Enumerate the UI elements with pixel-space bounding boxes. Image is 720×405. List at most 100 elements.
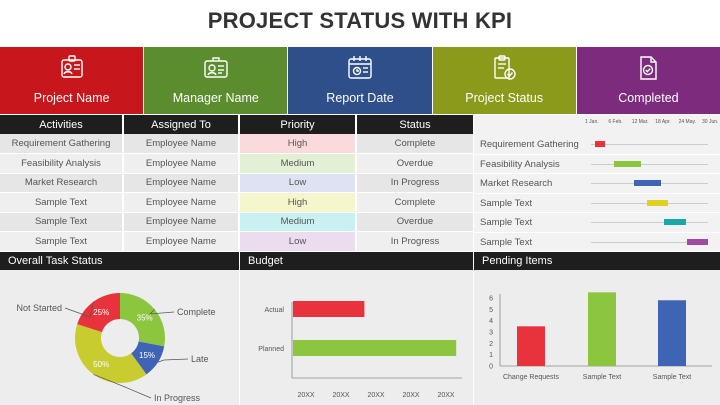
gantt-row[interactable]: Market Research	[474, 174, 720, 194]
status-cell: Complete	[356, 192, 475, 213]
kpi-card-project-status[interactable]: Project Status	[432, 47, 577, 114]
budget-x-tick: 20XX	[367, 392, 384, 399]
donut-callout-line	[157, 358, 189, 363]
donut-slice[interactable]	[120, 293, 165, 347]
donut-percent-label: 25%	[93, 308, 109, 317]
budget-bar-chart: Actual Planned 20XX 20XX 20XX 20XX 20XX	[258, 301, 462, 399]
id-badge-icon	[60, 55, 83, 78]
budget-bar[interactable]	[293, 340, 457, 356]
gantt-track-line	[591, 163, 708, 165]
pending-bar[interactable]	[658, 300, 686, 366]
table-row[interactable]: Sample Text Employee Name High Complete	[0, 192, 475, 213]
pending-category-label: Sample Text	[653, 374, 691, 381]
budget-panel: Budget Actual Planned 20XX 20XX 20XX 20XX 20XX	[240, 252, 473, 405]
table-row[interactable]: Requirement Gathering Employee Name High…	[0, 134, 475, 154]
table-row[interactable]: Sample Text Employee Name Low In Progres…	[0, 231, 475, 252]
donut-slice[interactable]	[131, 341, 165, 375]
task-status-panel: Overall Task Status 35% Complete 15% Late 50…	[0, 252, 239, 405]
donut-legend-label: Not Started	[16, 303, 62, 313]
column-header-activities[interactable]: Activities	[0, 115, 124, 134]
kpi-card-report-date[interactable]: Report Date	[288, 47, 433, 114]
status-cell: In Progress	[356, 173, 475, 193]
gantt-task-label: Sample Text	[480, 236, 533, 248]
budget-x-tick: 20XX	[297, 392, 314, 399]
pending-y-tick: 0	[489, 364, 493, 371]
gantt-bar[interactable]	[614, 160, 642, 167]
gantt-timeline: 1 Jan. 6 Feb. 12 Mar. 18 Apr. 24 May. 30 Jun.…	[474, 115, 720, 252]
pending-y-tick: 3	[489, 330, 493, 337]
pending-category-label: Sample Text	[583, 374, 621, 381]
gantt-date-label: 12 Mar.	[631, 119, 649, 125]
gantt-row[interactable]: Requirement Gathering	[474, 135, 720, 155]
kpi-card-manager-name[interactable]: Manager Name	[144, 47, 289, 114]
budget-x-tick: 20XX	[332, 392, 349, 399]
gantt-bar[interactable]	[686, 238, 708, 245]
activity-cell: Sample Text	[0, 231, 124, 252]
document-check-icon	[640, 56, 658, 80]
kpi-card-label: Manager Name	[172, 91, 259, 105]
column-header-priority[interactable]: Priority	[239, 115, 357, 134]
table-row[interactable]: Sample Text Employee Name Medium Overdue	[0, 212, 475, 232]
assigned-cell: Employee Name	[123, 173, 240, 193]
gantt-task-label: Market Research	[480, 178, 553, 189]
gantt-date-label: 30 Jun.	[702, 119, 719, 125]
panel-title: Pending Items	[474, 252, 720, 270]
status-cell: Overdue	[356, 153, 475, 174]
kpi-card-label: Report Date	[326, 91, 394, 105]
pending-items-panel: Pending Items 0 1 2 3 4 5 6 Change Requests Samp…	[474, 252, 720, 405]
gantt-row[interactable]: Feasibility Analysis	[474, 155, 720, 174]
priority-cell: Medium	[239, 153, 357, 174]
donut-slice[interactable]	[77, 293, 120, 333]
kpi-card-label: Project Name	[33, 91, 110, 105]
gantt-row[interactable]: Sample Text	[474, 194, 720, 213]
gantt-bar[interactable]	[663, 219, 686, 225]
column-header-assigned-to[interactable]: Assigned To	[123, 115, 240, 134]
pending-y-tick: 2	[489, 341, 493, 348]
gantt-row[interactable]: Sample Text	[474, 213, 720, 233]
pending-y-tick: 1	[489, 352, 493, 359]
kpi-card-completed[interactable]: Completed	[576, 47, 720, 114]
table-row[interactable]: Market Research Employee Name Low In Pro…	[0, 173, 475, 193]
donut-legend-label: Late	[191, 354, 209, 364]
pending-y-tick: 4	[489, 318, 493, 325]
panel-title: Budget	[240, 252, 473, 270]
column-header-status[interactable]: Status	[356, 115, 475, 134]
activity-cell: Feasibility Analysis	[0, 153, 124, 174]
status-cell: Overdue	[356, 212, 475, 232]
gantt-task-label: Feasibility Analysis	[480, 158, 560, 170]
activity-cell: Market Research	[0, 173, 124, 193]
gantt-track-line	[591, 222, 708, 223]
pending-y-tick: 5	[489, 307, 493, 314]
priority-cell: Low	[239, 173, 357, 193]
assigned-cell: Employee Name	[123, 153, 240, 174]
donut-slice[interactable]	[74, 324, 147, 383]
pending-items-bar-chart: 0 1 2 3 4 5 6 Change Requests Sample Text Sample …	[489, 292, 712, 381]
donut-percent-label: 35%	[137, 314, 153, 323]
assigned-cell: Employee Name	[123, 231, 240, 252]
gantt-bar[interactable]	[647, 199, 669, 206]
activity-cell: Sample Text	[0, 192, 124, 213]
status-cell: Complete	[356, 134, 475, 154]
pending-bar[interactable]	[588, 292, 616, 366]
pending-bar[interactable]	[517, 326, 545, 366]
id-card-icon	[204, 57, 228, 78]
priority-cell: Low	[239, 231, 357, 252]
donut-legend-label: Complete	[177, 307, 216, 317]
budget-bar[interactable]	[293, 301, 365, 317]
donut-percent-label: 50%	[93, 360, 109, 369]
panel-title: Overall Task Status	[0, 252, 239, 270]
budget-category-label: Planned	[258, 346, 284, 353]
task-status-donut-chart: 35% Complete 15% Late 50% In Progress 25% Not S…	[16, 293, 216, 403]
gantt-date-label: 1 Jan.	[585, 119, 599, 125]
budget-x-tick: 20XX	[437, 392, 454, 399]
kpi-card-label: Project Status	[465, 91, 544, 105]
table-row[interactable]: Feasibility Analysis Employee Name Mediu…	[0, 153, 475, 174]
gantt-bar[interactable]	[634, 180, 662, 186]
donut-callout-line	[64, 301, 94, 318]
kpi-card-project-name[interactable]: Project Name	[0, 47, 145, 114]
budget-category-label: Actual	[265, 307, 285, 314]
page-title: PROJECT STATUS WITH KPI	[207, 8, 513, 33]
gantt-bar[interactable]	[594, 141, 606, 147]
gantt-row[interactable]: Sample Text	[474, 233, 720, 252]
gantt-date-label: 6 Feb.	[608, 119, 623, 125]
